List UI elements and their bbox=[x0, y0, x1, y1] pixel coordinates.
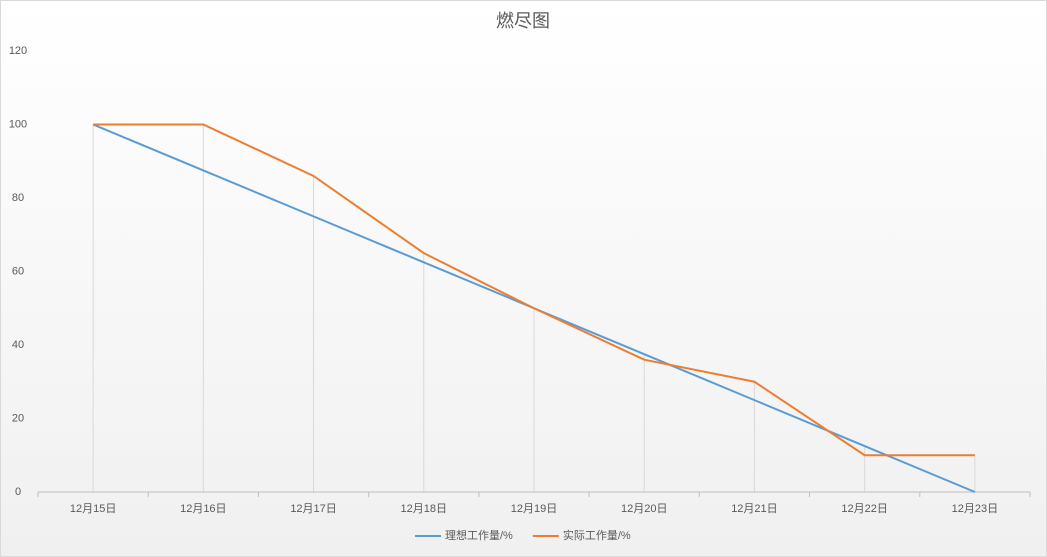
y-tick-label: 60 bbox=[12, 265, 24, 277]
legend: 理想工作量/% 实际工作量/% bbox=[415, 528, 631, 542]
x-tick-label: 12月20日 bbox=[621, 503, 667, 515]
x-tick-label: 12月16日 bbox=[180, 503, 226, 515]
x-tick-label: 12月22日 bbox=[841, 503, 887, 515]
y-tick-label: 120 bbox=[9, 45, 27, 57]
y-tick-label: 20 bbox=[12, 412, 24, 424]
legend-label: 实际工作量/% bbox=[563, 528, 631, 542]
x-tick-label: 12月19日 bbox=[511, 503, 557, 515]
x-tick-label: 12月18日 bbox=[401, 503, 447, 515]
series-line bbox=[93, 123, 975, 457]
x-tick-label: 12月15日 bbox=[70, 503, 116, 515]
legend-label: 理想工作量/% bbox=[445, 528, 513, 542]
x-tick-label: 12月23日 bbox=[952, 503, 998, 515]
y-tick-label: 100 bbox=[9, 118, 27, 130]
chart-title: 燃尽图 bbox=[496, 11, 550, 31]
x-tick-label: 12月17日 bbox=[290, 503, 336, 515]
y-tick-label: 0 bbox=[15, 486, 21, 498]
y-tick-label: 80 bbox=[12, 192, 24, 204]
y-tick-label: 40 bbox=[12, 339, 24, 351]
x-tick-label: 12月21日 bbox=[731, 503, 777, 515]
